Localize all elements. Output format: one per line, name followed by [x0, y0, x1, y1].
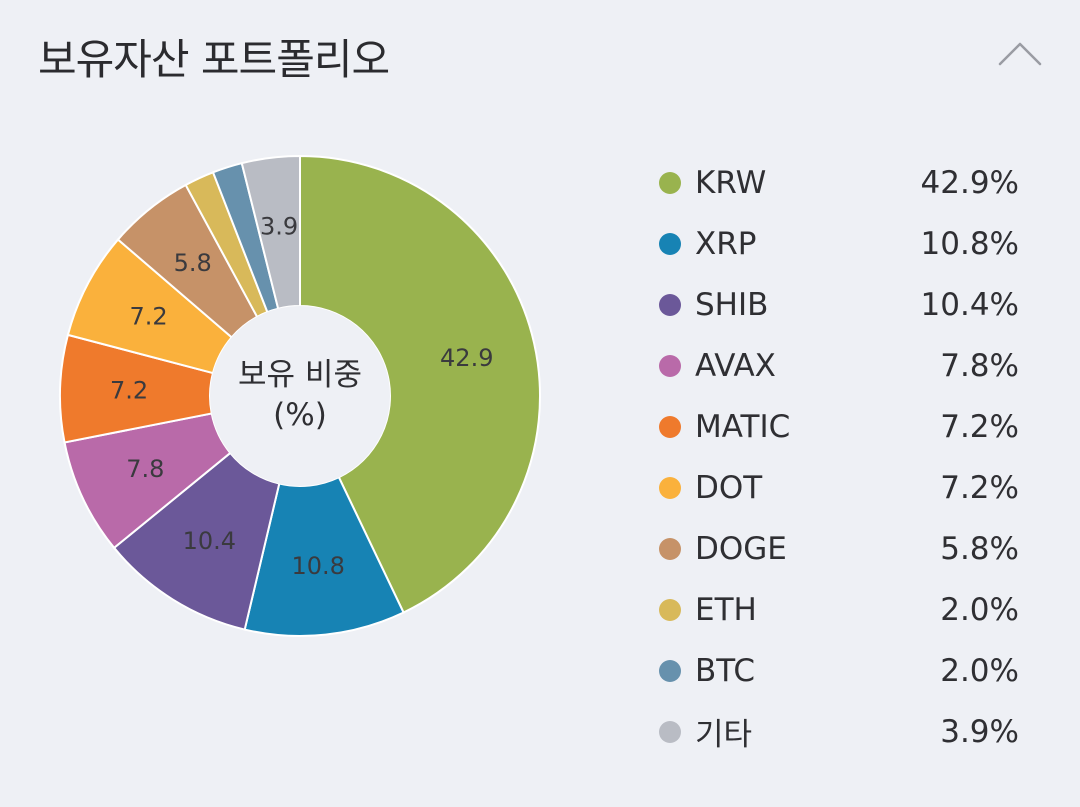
slice-value-label: 3.9: [260, 212, 298, 240]
legend-item[interactable]: ETH 2.0%: [655, 579, 1025, 640]
legend-percentage: 7.2%: [940, 469, 1019, 506]
slice-value-label: 7.2: [130, 302, 168, 330]
legend-asset-name: KRW: [695, 164, 767, 201]
legend-item[interactable]: SHIB 10.4%: [655, 274, 1025, 335]
center-label-unit: (%): [273, 397, 327, 433]
legend-color-dot: [659, 537, 681, 560]
legend-asset-name: 기타: [695, 717, 753, 753]
legend-item[interactable]: BTC 2.0%: [655, 640, 1025, 701]
legend-asset-name: ETH: [695, 591, 757, 628]
legend-item[interactable]: DOGE 5.8%: [655, 518, 1025, 579]
legend-item[interactable]: AVAX 7.8%: [655, 335, 1025, 396]
portfolio-chart: 42.9 10.8 10.4 7.8 7.2 7.2 5.8 3.9 보유 비중 (%): [0, 110, 600, 770]
center-label-title: 보유 비중: [238, 357, 362, 393]
collapse-button[interactable]: [990, 30, 1050, 80]
page-title: 보유자산 포트폴리오: [38, 35, 390, 84]
slice-value-label: 7.2: [110, 377, 148, 405]
legend-color-dot: [659, 659, 681, 682]
legend-percentage: 7.2%: [940, 408, 1019, 445]
slice-value-label: 42.9: [440, 344, 493, 372]
legend-percentage: 2.0%: [940, 652, 1019, 689]
chevron-up-icon: [998, 42, 1042, 66]
legend-asset-name: DOT: [695, 469, 763, 506]
legend-percentage: 2.0%: [940, 591, 1019, 628]
legend-asset-name: MATIC: [695, 408, 791, 445]
legend-percentage: 10.4%: [920, 286, 1019, 323]
legend-asset-name: XRP: [695, 225, 757, 262]
legend-item[interactable]: XRP 10.8%: [655, 213, 1025, 274]
legend-color-dot: [659, 720, 681, 743]
legend-color-dot: [659, 293, 681, 316]
legend-color-dot: [659, 415, 681, 438]
legend-percentage: 42.9%: [920, 164, 1019, 201]
legend-asset-name: SHIB: [695, 286, 769, 323]
legend-percentage: 3.9%: [940, 713, 1019, 750]
legend-item[interactable]: KRW 42.9%: [655, 152, 1025, 213]
legend-percentage: 5.8%: [940, 530, 1019, 567]
legend-percentage: 10.8%: [920, 225, 1019, 262]
chart-legend: KRW 42.9% XRP 10.8% SHIB 10.4% AVAX 7.8% MATIC 7.…: [655, 152, 1025, 762]
slice-value-label: 7.8: [126, 455, 164, 483]
donut-chart: 42.910.810.47.87.27.25.83.9: [59, 154, 541, 637]
legend-color-dot: [659, 476, 681, 499]
slice-value-label: 10.8: [292, 552, 345, 580]
donut-hole: [210, 306, 390, 486]
legend-color-dot: [659, 598, 681, 621]
legend-percentage: 7.8%: [940, 347, 1019, 384]
legend-color-dot: [659, 171, 681, 194]
legend-color-dot: [659, 232, 681, 255]
legend-asset-name: DOGE: [695, 530, 787, 567]
slice-value-label: 5.8: [174, 249, 212, 277]
legend-item[interactable]: DOT 7.2%: [655, 457, 1025, 518]
chart-center-label: 보유 비중 (%): [210, 355, 390, 435]
legend-item[interactable]: 기타 3.9%: [655, 701, 1025, 762]
legend-asset-name: AVAX: [695, 347, 776, 384]
slice-value-label: 10.4: [183, 527, 236, 555]
legend-asset-name: BTC: [695, 652, 756, 689]
legend-item[interactable]: MATIC 7.2%: [655, 396, 1025, 457]
legend-color-dot: [659, 354, 681, 377]
section-header: 보유자산 포트폴리오: [0, 0, 1080, 110]
